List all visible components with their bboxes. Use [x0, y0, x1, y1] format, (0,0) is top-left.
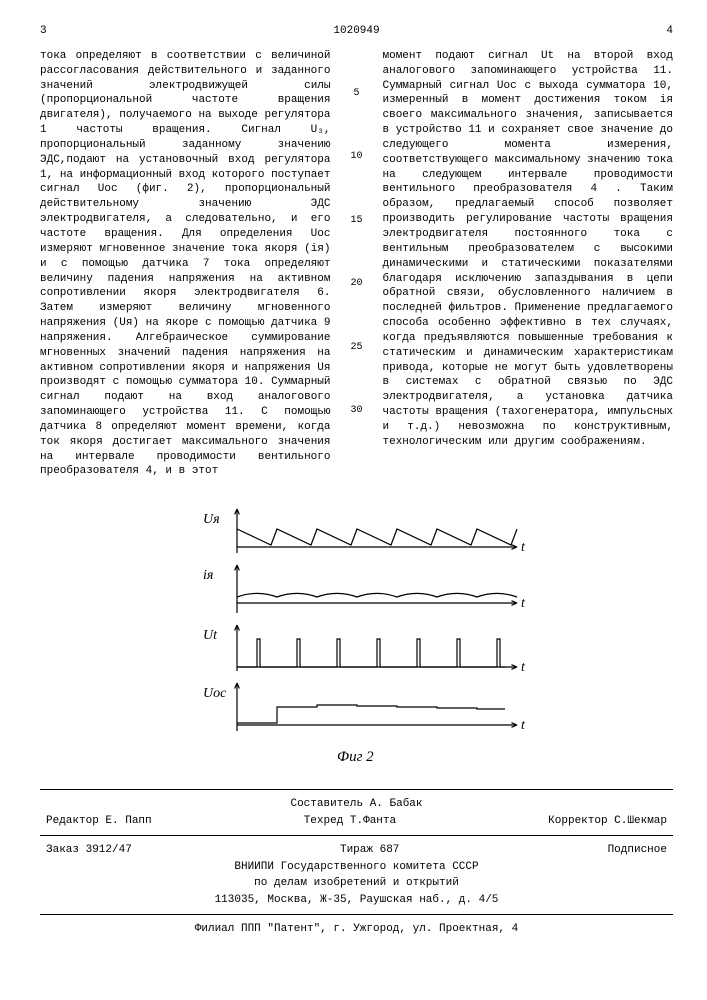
- branch-line: Филиал ППП "Патент", г. Ужгород, ул. Про…: [40, 921, 673, 938]
- waveform-diagram: t Uя t iя t Ut t Uос Фиг 2: [177, 507, 537, 767]
- editor-name: Редактор Е. Папп: [46, 813, 152, 830]
- svg-text:Ut: Ut: [203, 628, 218, 643]
- two-column-body: тока определяют в соответствии с величин…: [40, 49, 673, 479]
- subscription: Подписное: [608, 842, 667, 859]
- footer-divider-top: [40, 789, 673, 790]
- column-right: момент подают сигнал Ut на второй вход а…: [383, 49, 674, 479]
- order-number: Заказ 3912/47: [46, 842, 132, 859]
- svg-text:iя: iя: [203, 568, 213, 583]
- svg-text:Uос: Uос: [203, 686, 227, 701]
- imprint-block: Составитель А. Бабак Редактор Е. Папп Те…: [40, 796, 673, 938]
- svg-text:t: t: [521, 660, 526, 675]
- compiler-line: Составитель А. Бабак: [40, 796, 673, 813]
- patent-number: 1020949: [80, 24, 633, 39]
- org-line-1: ВНИИПИ Государственного комитета СССР: [40, 859, 673, 876]
- svg-text:t: t: [521, 540, 526, 555]
- footer-divider-1: [40, 835, 673, 836]
- line-number: 20: [350, 277, 362, 291]
- org-line-2: по делам изобретений и открытий: [40, 875, 673, 892]
- page-num-left: 3: [40, 24, 80, 39]
- line-number: 15: [350, 214, 362, 228]
- body-text-right: момент подают сигнал Ut на второй вход а…: [383, 49, 674, 450]
- corrector-name: Корректор С.Шекмар: [548, 813, 667, 830]
- page-num-right: 4: [633, 24, 673, 39]
- svg-text:t: t: [521, 596, 526, 611]
- address-line: 113035, Москва, Ж-35, Раушская наб., д. …: [40, 892, 673, 909]
- footer-divider-2: [40, 914, 673, 915]
- line-number: 10: [350, 150, 362, 164]
- svg-text:Фиг 2: Фиг 2: [337, 749, 374, 765]
- line-number: 5: [353, 87, 359, 101]
- body-text-left: тока определяют в соответствии с величин…: [40, 49, 331, 479]
- figure-2: t Uя t iя t Ut t Uос Фиг 2: [177, 507, 537, 767]
- page-header: 3 1020949 4: [40, 24, 673, 39]
- line-number-gutter: 5 10 15 20 25 30: [349, 49, 365, 479]
- svg-text:Uя: Uя: [203, 512, 220, 527]
- column-left: тока определяют в соответствии с величин…: [40, 49, 331, 479]
- line-number: 30: [350, 404, 362, 418]
- print-run: Тираж 687: [340, 842, 399, 859]
- svg-text:t: t: [521, 718, 526, 733]
- line-number: 25: [350, 341, 362, 355]
- techred-name: Техред Т.Фанта: [304, 813, 396, 830]
